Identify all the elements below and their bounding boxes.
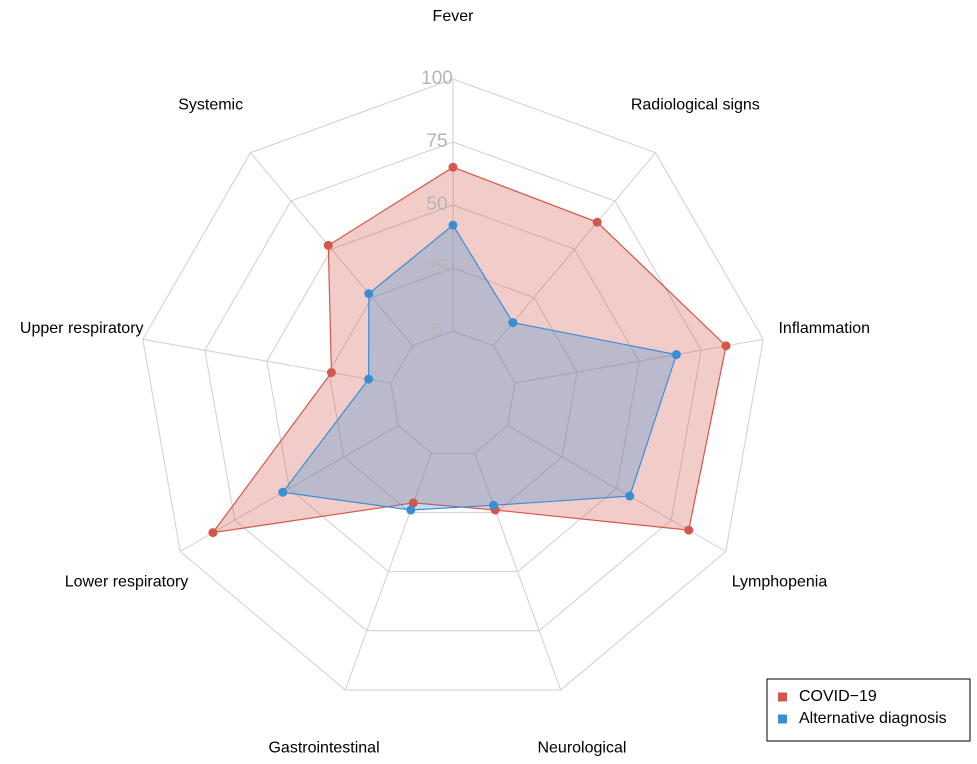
r-tick-label: 100: [421, 68, 453, 89]
data-point: [278, 487, 288, 497]
category-label: Upper respiratory: [20, 320, 144, 337]
data-point: [364, 289, 374, 299]
data-point: [489, 500, 499, 510]
legend-swatch: [778, 714, 787, 724]
data-point: [592, 217, 602, 227]
legend-box: [766, 678, 971, 742]
data-point: [625, 491, 635, 501]
data-point: [508, 318, 518, 328]
category-label: Fever: [433, 8, 475, 25]
data-point: [208, 528, 218, 538]
category-label: Radiological signs: [631, 96, 760, 113]
data-point: [406, 505, 416, 515]
category-label: Lower respiratory: [65, 574, 189, 591]
grid-ring: [266, 204, 640, 573]
r-tick-label: 25: [426, 257, 447, 278]
category-label: Systemic: [178, 96, 243, 113]
data-point: [671, 350, 681, 360]
data-point: [323, 240, 333, 250]
legend: COVID−19 Alternative diagnosis: [766, 678, 971, 742]
series-area: [281, 224, 678, 511]
legend-swatch: [778, 692, 787, 702]
grid-ring: [142, 78, 764, 691]
data-point: [448, 220, 458, 230]
grid-ring: [390, 330, 516, 454]
r-tick-label: 0: [432, 320, 443, 341]
r-tick-label: 50: [426, 194, 447, 215]
grid: [142, 78, 764, 691]
category-label: Lymphopenia: [732, 574, 828, 591]
legend-label: COVID−19: [799, 688, 877, 705]
category-label: Gastrointestinal: [268, 739, 379, 756]
grid-ring: [328, 267, 578, 513]
data-point: [684, 525, 694, 535]
label-layer: 0 25 50 75 100 Fever Radiological signs Inflamm…: [20, 8, 870, 756]
series-layer: [208, 162, 731, 538]
data-point: [326, 368, 336, 378]
data-point: [448, 162, 458, 172]
category-label: Neurological: [537, 739, 626, 756]
data-point: [721, 341, 731, 351]
legend-label: Alternative diagnosis: [799, 710, 947, 727]
series-area: [211, 166, 727, 534]
r-tick-label: 75: [426, 131, 447, 152]
grid-ring: [204, 141, 702, 632]
category-label: Inflammation: [778, 320, 870, 337]
data-point: [364, 374, 374, 384]
data-point: [408, 498, 418, 508]
